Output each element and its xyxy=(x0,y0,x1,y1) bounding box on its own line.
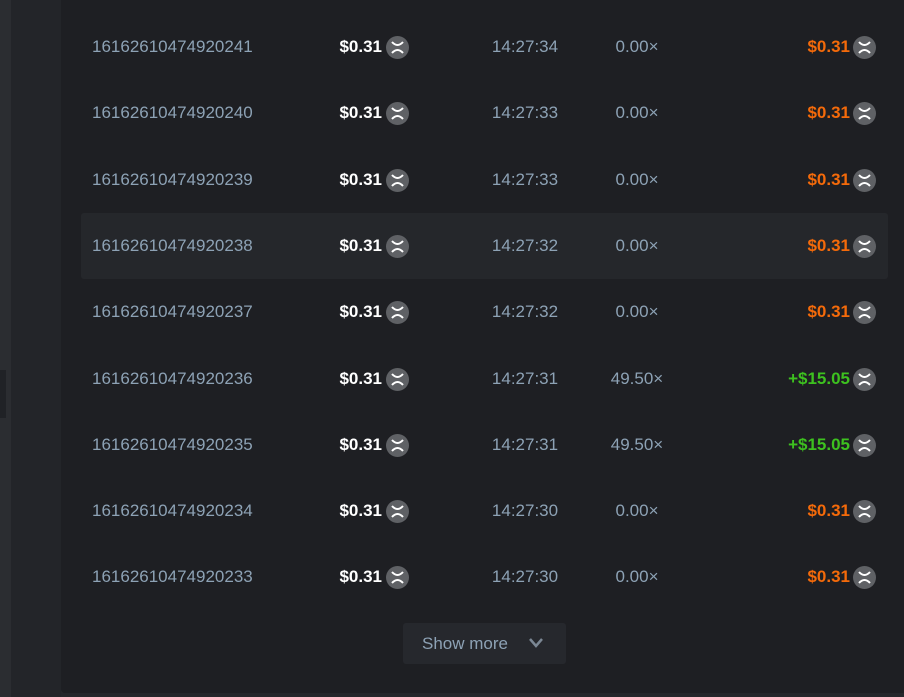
show-more-label: Show more xyxy=(422,634,508,653)
xrp-coin-icon xyxy=(386,367,409,391)
bet-amount: $0.31 xyxy=(339,37,382,56)
bet-time: 14:27:34 xyxy=(491,37,559,56)
scrollbar-handle[interactable] xyxy=(0,370,6,418)
bet-id[interactable]: 16162610474920235 xyxy=(92,434,253,454)
bet-id[interactable]: 16162610474920239 xyxy=(92,169,253,189)
bet-payout: $0.31 xyxy=(807,302,850,322)
xrp-coin-icon xyxy=(386,566,409,590)
bet-multiplier: 0.00× xyxy=(615,501,659,521)
xrp-coin-icon xyxy=(853,102,876,126)
bet-multiplier: 0.00× xyxy=(615,235,659,255)
bet-id[interactable]: 16162610474920241 xyxy=(92,37,253,56)
bet-multiplier: 0.00× xyxy=(615,302,659,322)
bet-id[interactable]: 16162610474920237 xyxy=(92,302,253,322)
bet-payout: $0.31 xyxy=(807,103,850,123)
bet-id[interactable]: 16162610474920234 xyxy=(92,501,253,521)
bet-id[interactable]: 16162610474920233 xyxy=(92,567,253,587)
bet-amount: $0.31 xyxy=(339,169,382,189)
xrp-coin-icon xyxy=(853,36,876,59)
xrp-coin-icon xyxy=(853,500,876,524)
bet-amount: $0.31 xyxy=(339,567,382,587)
bets-table: Show more 16162610474920241 $0.31 14:27:… xyxy=(61,0,904,693)
bet-multiplier: 49.50× xyxy=(610,368,664,388)
bet-payout: $0.31 xyxy=(807,235,850,255)
table-row[interactable]: 16162610474920240 $0.31 14:27:33 0.00× $… xyxy=(81,80,888,146)
bet-amount: $0.31 xyxy=(339,434,382,454)
xrp-coin-icon xyxy=(853,367,876,391)
xrp-coin-icon xyxy=(853,234,876,258)
bet-id[interactable]: 16162610474920240 xyxy=(92,103,253,123)
bet-time: 14:27:31 xyxy=(491,434,559,454)
xrp-coin-icon xyxy=(853,566,876,590)
sidebar-gutter xyxy=(11,0,61,697)
bet-multiplier: 0.00× xyxy=(615,37,659,56)
bet-amount: $0.31 xyxy=(339,501,382,521)
bet-time: 14:27:32 xyxy=(491,302,559,322)
chevron-down-icon xyxy=(529,638,543,648)
bet-payout: $0.31 xyxy=(807,169,850,189)
bet-time: 14:27:31 xyxy=(491,368,559,388)
xrp-coin-icon xyxy=(386,234,409,258)
bet-time: 14:27:33 xyxy=(491,103,559,123)
table-row[interactable]: 16162610474920238 $0.31 14:27:32 0.00× $… xyxy=(81,212,888,279)
bet-time: 14:27:30 xyxy=(491,501,559,521)
bet-time: 14:27:30 xyxy=(491,567,559,587)
xrp-coin-icon xyxy=(386,36,409,59)
bet-payout: $0.31 xyxy=(807,501,850,521)
xrp-coin-icon xyxy=(386,168,409,192)
bet-time: 14:27:33 xyxy=(491,169,559,189)
table-row[interactable]: 16162610474920235 $0.31 14:27:31 49.50× … xyxy=(81,412,888,478)
table-row[interactable]: 16162610474920234 $0.31 14:27:30 0.00× $… xyxy=(81,478,888,544)
show-more-button[interactable]: Show more xyxy=(403,623,566,664)
bet-multiplier: 49.50× xyxy=(610,434,664,454)
table-row[interactable]: 16162610474920239 $0.31 14:27:33 0.00× $… xyxy=(81,147,888,213)
bet-amount: $0.31 xyxy=(339,368,382,388)
bet-payout: $0.31 xyxy=(807,37,850,56)
bet-multiplier: 0.00× xyxy=(615,103,659,123)
xrp-coin-icon xyxy=(853,301,876,325)
xrp-coin-icon xyxy=(386,500,409,524)
xrp-coin-icon xyxy=(853,433,876,457)
bet-id[interactable]: 16162610474920236 xyxy=(92,368,253,388)
xrp-coin-icon xyxy=(386,301,409,325)
bet-multiplier: 0.00× xyxy=(615,169,659,189)
bet-id[interactable]: 16162610474920238 xyxy=(92,235,253,255)
bet-payout: +$15.05 xyxy=(788,434,850,454)
bet-amount: $0.31 xyxy=(339,103,382,123)
table-row[interactable]: 16162610474920237 $0.31 14:27:32 0.00× $… xyxy=(81,279,888,345)
bet-amount: $0.31 xyxy=(339,302,382,322)
xrp-coin-icon xyxy=(386,433,409,457)
table-row[interactable]: 16162610474920233 $0.31 14:27:30 0.00× $… xyxy=(81,544,888,610)
bet-multiplier: 0.00× xyxy=(615,567,659,587)
bet-payout: $0.31 xyxy=(807,567,850,587)
left-edge xyxy=(0,0,11,697)
xrp-coin-icon xyxy=(853,168,876,192)
bet-amount: $0.31 xyxy=(339,235,382,255)
bet-payout: +$15.05 xyxy=(788,368,850,388)
xrp-coin-icon xyxy=(386,102,409,126)
table-row[interactable]: 16162610474920241 $0.31 14:27:34 0.00× $… xyxy=(81,14,888,80)
table-row[interactable]: 16162610474920236 $0.31 14:27:31 49.50× … xyxy=(81,346,888,412)
bet-time: 14:27:32 xyxy=(491,235,559,255)
